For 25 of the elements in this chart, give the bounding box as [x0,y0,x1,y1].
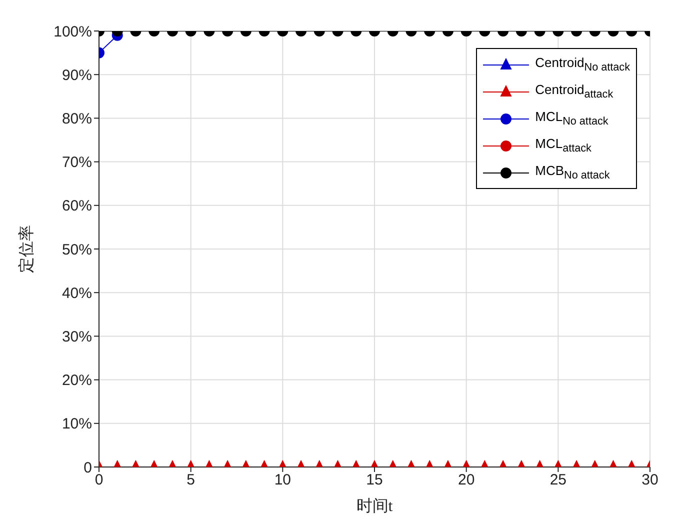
x-tick-label: 15 [366,472,383,489]
y-axis-title: 定位率 [18,225,36,273]
x-tick-label: 25 [550,472,567,489]
legend-label: MCL$_{No attack}$ [535,109,608,128]
y-tick-label: 10% [62,416,92,433]
y-tick-label: 90% [62,66,92,84]
x-tick-label: 0 [94,472,104,489]
y-tick-label: 100% [54,23,92,40]
x-tick-label: 30 [642,472,658,489]
x-axis-title: 时间t [356,497,394,515]
y-tick-label: 50% [62,241,92,258]
legend-label: MCB$_{No attack}$ [535,163,610,182]
x-tick-label: 10 [274,472,292,489]
y-tick-label: 20% [62,372,92,390]
y-tick-label: 0 [84,459,92,476]
legend-label: MCL$_{attack}$ [535,136,592,155]
legend-label: Centroid$_{No attack}$ [535,55,630,74]
x-tick-label: 20 [458,472,475,489]
y-tick-label: 80% [62,110,92,128]
y-tick-label: 60% [62,198,92,215]
y-tick-label: 30% [62,328,92,346]
legend-label: Centroid$_{attack}$ [535,82,614,101]
x-tick-label: 5 [186,472,196,489]
y-tick-label: 70% [62,154,92,172]
y-tick-label: 40% [62,284,92,302]
